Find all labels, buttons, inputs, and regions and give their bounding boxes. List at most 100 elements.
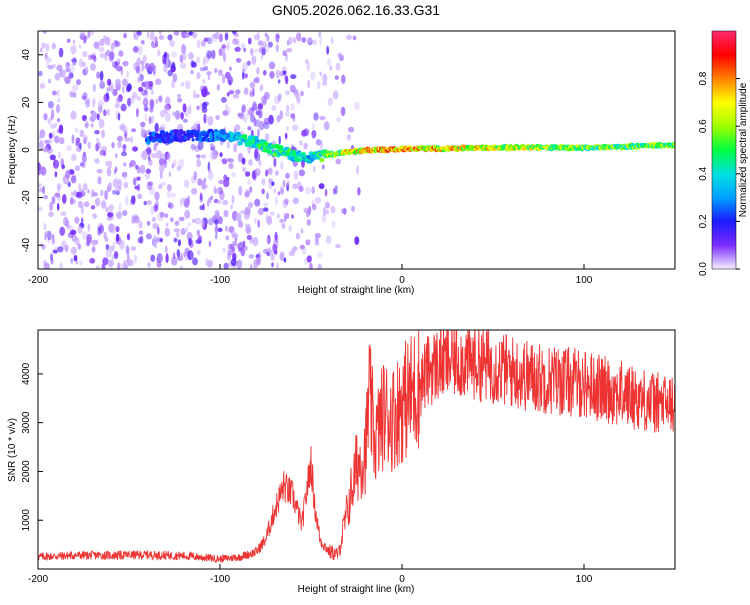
spectrogram-cell — [285, 125, 289, 132]
spectrogram-cell — [66, 38, 71, 43]
spectrogram-cell — [188, 104, 192, 115]
spectrogram-cell — [252, 101, 257, 110]
spectrogram-cell — [63, 216, 69, 227]
spectrogram-cell — [169, 217, 174, 223]
spectrogram-cell — [75, 260, 79, 265]
spectrogram-cell — [164, 151, 170, 160]
spectrogram-cell — [69, 91, 74, 98]
spectrogram-cell — [275, 69, 281, 79]
spectrogram-cell — [189, 251, 194, 260]
spectrogram-cell — [211, 149, 218, 160]
spectrogram-cell — [137, 45, 143, 56]
spectrogram-cell — [110, 43, 117, 49]
spectrogram-cell — [51, 196, 56, 204]
spectrogram-cell — [217, 199, 222, 205]
spectrogram-cell — [210, 143, 214, 149]
spectrogram-cell — [57, 184, 60, 193]
spectrogram-cell — [224, 32, 229, 41]
spectrogram-cell — [70, 63, 75, 73]
spectrogram-cell — [70, 175, 77, 184]
spectrogram-cell — [240, 43, 246, 50]
spectrogram-cell — [187, 222, 192, 227]
spectrogram-cell — [65, 169, 71, 179]
spectrogram-cell — [243, 73, 249, 79]
spectrogram-cell — [124, 137, 131, 142]
spectrogram-cell — [124, 130, 128, 138]
spectrogram-cell — [253, 78, 258, 83]
spectrogram-cell — [271, 262, 274, 268]
spectrogram-cell — [155, 40, 159, 48]
spectrogram-cell — [250, 263, 253, 269]
spectrogram-cell — [98, 46, 105, 53]
spectrogram-cell — [265, 169, 269, 177]
spectrogram-cell — [47, 118, 52, 124]
spectrogram-cell — [203, 65, 209, 71]
spectrogram-cell — [252, 102, 257, 112]
spectrogram-cell — [322, 73, 328, 84]
spectrogram-cell — [145, 233, 152, 240]
spectrogram-cell — [91, 111, 98, 121]
spectrogram-cell — [121, 171, 128, 180]
spectrogram-cell — [258, 109, 263, 119]
spectrogram-cell — [200, 219, 205, 228]
spectrogram-cell — [181, 51, 187, 61]
spectrogram-cell — [108, 182, 112, 192]
spectrogram-cell — [117, 141, 122, 149]
snr-x-axis-label: Height of straight line (km) — [298, 584, 415, 595]
spectrogram-cell — [144, 112, 148, 123]
spectrogram-cell — [70, 45, 77, 55]
spectrogram-cell — [213, 198, 219, 204]
spectrogram-cell — [185, 80, 191, 90]
spectrogram-cell — [227, 251, 231, 261]
spectrogram-cell — [52, 159, 60, 169]
spectrogram-cell — [73, 189, 77, 196]
spectrogram-cell — [81, 95, 87, 100]
spectrogram-cell — [319, 71, 322, 76]
spectrogram-cell — [127, 259, 134, 267]
spectrogram-cell — [201, 40, 206, 47]
spectrogram-cell — [334, 75, 339, 80]
spectrogram-cell — [266, 247, 272, 253]
spectrogram-cell — [226, 107, 231, 115]
spectrogram-cell — [264, 133, 270, 142]
spectrogram-cell — [227, 42, 230, 49]
spectrogram-cell — [84, 120, 89, 129]
spectrogram-cell — [310, 71, 316, 81]
spectrogram-cell — [100, 200, 107, 209]
spectrogram-cell — [90, 205, 96, 210]
spectrogram-cell — [43, 259, 47, 267]
spectrogram-cell — [214, 188, 219, 194]
spectrogram-cell — [357, 187, 361, 196]
spectrogram-cell — [217, 227, 223, 232]
spectrogram-cell — [140, 60, 144, 66]
figure-title: GN05.2026.062.16.33.G31 — [272, 2, 440, 18]
spectrogram-cell — [111, 142, 115, 149]
spectrogram-cell — [136, 166, 141, 174]
spectrogram-cell — [146, 181, 153, 191]
spectrogram-cell — [44, 52, 48, 60]
spectrogram-cell — [173, 159, 177, 167]
spectrogram-cell — [210, 195, 213, 200]
spectrogram-cell — [115, 152, 118, 159]
spectrogram-cell — [38, 183, 43, 188]
spectrogram-cell — [326, 45, 330, 55]
spectrogram-cell — [56, 89, 60, 98]
spectrogram-cell — [201, 180, 206, 190]
spectrogram-cell — [155, 78, 162, 86]
spectrogram-cell — [245, 171, 251, 177]
spectrogram-cell — [96, 141, 101, 150]
spectrogram-cell — [240, 210, 246, 215]
spectrogram-cell — [296, 32, 302, 42]
spectrogram-cell — [156, 257, 160, 263]
spectrogram-cell — [241, 104, 246, 113]
spectrogram-cell — [95, 143, 99, 152]
spectrogram-cell — [170, 192, 176, 198]
spectrogram-cell — [171, 79, 176, 89]
spectrogram-ridge-cell — [239, 141, 243, 146]
spectrogram-cell — [147, 200, 152, 206]
snr-x-tick-label: 0 — [399, 574, 405, 585]
spectrogram-cell — [235, 89, 241, 95]
spectrogram-cell — [126, 71, 129, 79]
spectrogram-cell — [225, 71, 231, 80]
